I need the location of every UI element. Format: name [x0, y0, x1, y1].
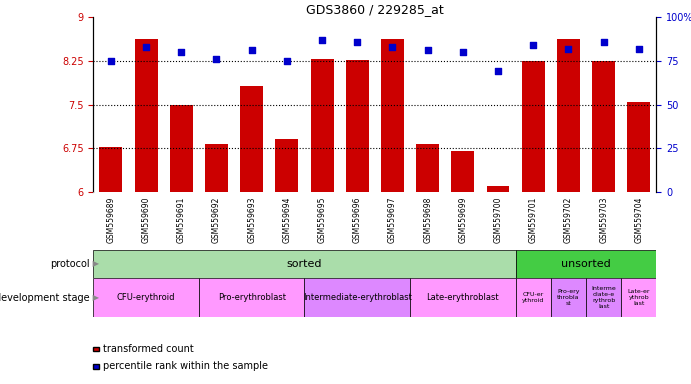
Point [493, 68, 504, 74]
Bar [240, 86, 263, 192]
Point [246, 47, 257, 53]
Bar [551, 278, 586, 317]
Bar [311, 59, 334, 192]
Text: Pro-erythroblast: Pro-erythroblast [218, 293, 285, 302]
Bar [199, 278, 305, 317]
Bar [522, 61, 545, 192]
Point [211, 56, 222, 62]
Text: GSM559691: GSM559691 [177, 197, 186, 243]
Point [422, 47, 433, 53]
Text: GSM559696: GSM559696 [353, 197, 362, 243]
Text: GSM559689: GSM559689 [106, 197, 115, 243]
Bar [93, 278, 199, 317]
Bar [346, 60, 369, 192]
Bar [305, 278, 410, 317]
Text: GSM559700: GSM559700 [493, 197, 502, 243]
Bar [557, 40, 580, 192]
Text: GSM559702: GSM559702 [564, 197, 573, 243]
Text: GSM559703: GSM559703 [599, 197, 608, 243]
Bar [205, 144, 228, 192]
Text: Late-erythroblast: Late-erythroblast [426, 293, 499, 302]
Bar [135, 39, 158, 192]
Text: Late-er
ythrob
last: Late-er ythrob last [627, 289, 650, 306]
Bar [515, 278, 551, 317]
Text: GSM559699: GSM559699 [458, 197, 467, 243]
Text: Pro-ery
throbla
st: Pro-ery throbla st [557, 289, 580, 306]
Bar [621, 278, 656, 317]
Point [140, 44, 151, 50]
Point [634, 46, 645, 52]
Text: development stage: development stage [0, 293, 90, 303]
Bar [410, 278, 515, 317]
Bar [93, 250, 515, 278]
Point [387, 44, 398, 50]
Text: GSM559701: GSM559701 [529, 197, 538, 243]
Text: GSM559698: GSM559698 [423, 197, 432, 243]
Text: percentile rank within the sample: percentile rank within the sample [102, 361, 267, 371]
Point [528, 42, 539, 48]
Text: GSM559693: GSM559693 [247, 197, 256, 243]
Point [563, 46, 574, 52]
Title: GDS3860 / 229285_at: GDS3860 / 229285_at [306, 3, 444, 16]
Text: GSM559695: GSM559695 [318, 197, 327, 243]
Bar [586, 278, 621, 317]
Bar [276, 139, 299, 192]
Text: ▶: ▶ [90, 259, 99, 268]
Text: Interme
diate-e
rythrob
last: Interme diate-e rythrob last [591, 286, 616, 309]
Bar [486, 186, 509, 192]
Bar [381, 40, 404, 192]
Bar [592, 61, 615, 192]
Text: ▶: ▶ [90, 293, 99, 302]
Text: GSM559690: GSM559690 [142, 197, 151, 243]
Point [598, 39, 609, 45]
Text: protocol: protocol [50, 259, 90, 269]
Point [281, 58, 292, 64]
Point [105, 58, 116, 64]
Text: sorted: sorted [287, 259, 322, 269]
Text: GSM559692: GSM559692 [212, 197, 221, 243]
Point [352, 39, 363, 45]
Bar [515, 250, 656, 278]
Point [457, 49, 468, 55]
Text: Intermediate-erythroblast: Intermediate-erythroblast [303, 293, 412, 302]
Text: GSM559694: GSM559694 [283, 197, 292, 243]
Bar [416, 144, 439, 192]
Bar [451, 151, 474, 192]
Bar [627, 102, 650, 192]
Text: transformed count: transformed count [102, 344, 193, 354]
Point [316, 37, 328, 43]
Text: CFU-er
ythroid: CFU-er ythroid [522, 292, 545, 303]
Text: CFU-erythroid: CFU-erythroid [117, 293, 176, 302]
Bar [100, 147, 122, 192]
Point [176, 49, 187, 55]
Text: GSM559704: GSM559704 [634, 197, 643, 243]
Text: GSM559697: GSM559697 [388, 197, 397, 243]
Text: unsorted: unsorted [561, 259, 611, 269]
Bar [170, 104, 193, 192]
